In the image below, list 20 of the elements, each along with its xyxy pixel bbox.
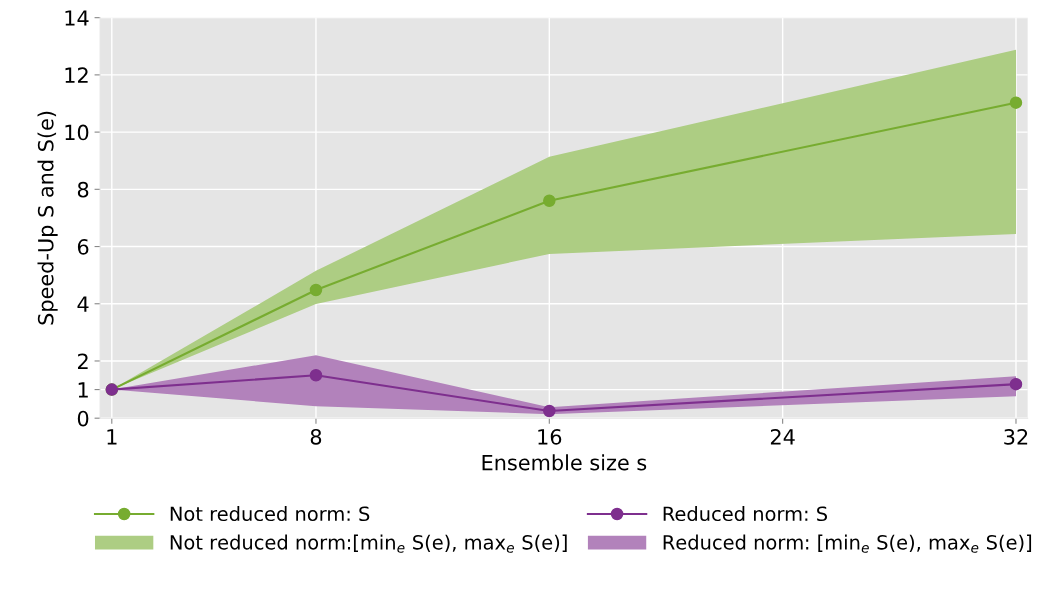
legend-label: Not reduced norm: S — [170, 506, 370, 522]
text: Reduced norm: [min$_{e}$ S(e), max$_{e}$ S(e)] — [663, 534, 1032, 553]
legend-label: Reduced norm: S — [663, 506, 828, 522]
y-tick-label: 0 — [77, 410, 89, 427]
x-tick-label: 24 — [770, 428, 795, 445]
y-tick-label: 14 — [65, 10, 89, 26]
y-tick-label: 1 — [78, 382, 88, 398]
y-tick-label: 6 — [77, 238, 89, 255]
x-tick-label: 1 — [107, 429, 117, 445]
x-tick-label: 8 — [310, 428, 322, 445]
y-tick-label: 4 — [77, 296, 89, 312]
y-tick-label: 10 — [65, 124, 89, 141]
x-tick-label: 32 — [1004, 428, 1028, 445]
y-tick-label: 12 — [65, 67, 88, 83]
y-tick-label: 8 — [77, 181, 89, 198]
y-tick-label: 2 — [77, 353, 88, 369]
x-axis-title: Ensemble size s — [482, 454, 647, 471]
x-tick-label: 16 — [538, 428, 562, 445]
y-axis-title: Speed-Up S and S(e) — [37, 111, 58, 325]
text: Not reduced norm:[min$_{e}$ S(e), max$_{e}$ S(e)] — [170, 534, 567, 553]
